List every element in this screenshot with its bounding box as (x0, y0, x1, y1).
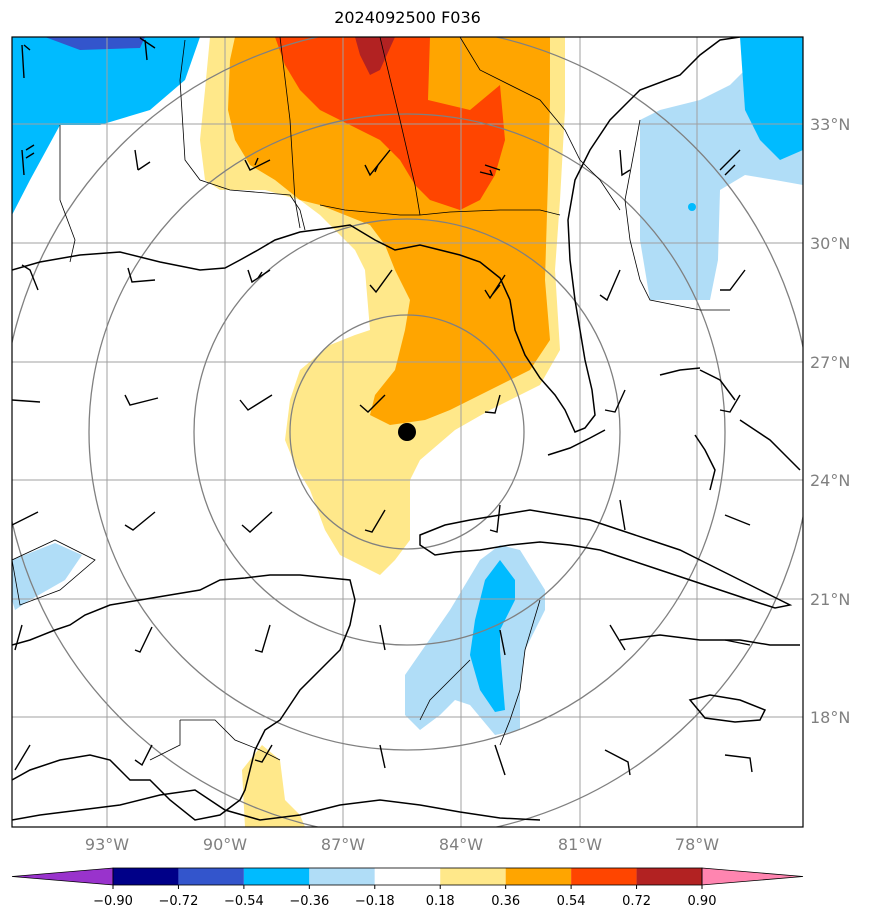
colorbar-tick-label: −0.18 (355, 894, 395, 909)
positive-region-dark-red (355, 37, 395, 75)
lon-label: 90°W (203, 835, 247, 854)
colorbar-tick-label: −0.54 (224, 894, 264, 909)
map-frame (11, 36, 804, 828)
lon-label: 84°W (439, 835, 483, 854)
negative-region-nw-core (45, 37, 145, 50)
colorbar-tick-label: −0.72 (159, 894, 199, 909)
map-title: 2024092500 F036 (334, 8, 481, 27)
colorbar-tick-label: −0.90 (93, 894, 133, 909)
colorbar-segment (636, 868, 702, 885)
colorbar-segment (505, 868, 572, 885)
colorbar-segment (571, 868, 637, 885)
colorbar-tick-label: 0.54 (557, 894, 586, 909)
colorbar-tick-label: 0.36 (491, 894, 520, 909)
colorbar-outline (112, 867, 703, 886)
shaded-field (12, 37, 803, 827)
lat-label: 24°N (810, 471, 850, 490)
colorbar: −0.90 −0.72 −0.54 −0.36 −0.18 0.18 0.36 0.54 0.7… (11, 867, 804, 909)
colorbar-segment (243, 868, 310, 885)
lon-label: 93°W (85, 835, 129, 854)
colorbar-tick-label: 0.72 (622, 894, 651, 909)
longitude-labels: 93°W 90°W 87°W 84°W 81°W 78°W (85, 835, 719, 854)
negative-region-nw (12, 37, 200, 215)
colorbar-tick-label: 0.90 (688, 894, 717, 909)
lat-label: 21°N (810, 590, 850, 609)
lon-label: 87°W (321, 835, 365, 854)
range-rings (12, 37, 803, 827)
colorbar-extend-low (11, 867, 114, 886)
lat-label: 27°N (810, 353, 850, 372)
negative-region-ne-core (740, 37, 803, 160)
wind-barbs (12, 37, 753, 776)
colorbar-segment (113, 868, 179, 885)
latitude-labels: 33°N 30°N 27°N 24°N 21°N 18°N (810, 115, 850, 727)
map-area (12, 37, 803, 827)
lat-label: 30°N (810, 234, 850, 253)
lat-label: 33°N (810, 115, 850, 134)
colorbar-tick-label: −0.36 (289, 894, 329, 909)
negative-region-caribbean-core (470, 560, 515, 712)
colorbar-segment (178, 868, 244, 885)
colorbar-extend-high (701, 867, 804, 886)
colorbar-segment (374, 868, 441, 885)
lon-label: 81°W (558, 835, 602, 854)
coastlines (12, 37, 801, 821)
positive-region-yucatan (242, 745, 305, 827)
colorbar-segment (440, 868, 506, 885)
lon-label: 78°W (675, 835, 719, 854)
political-borders (12, 37, 730, 761)
colorbar-tick-label: 0.18 (426, 894, 455, 909)
storm-center-marker (398, 423, 416, 441)
colorbar-segment (309, 868, 375, 885)
lat-label: 18°N (810, 708, 850, 727)
negative-region-west (12, 543, 82, 610)
graticule (12, 37, 803, 827)
